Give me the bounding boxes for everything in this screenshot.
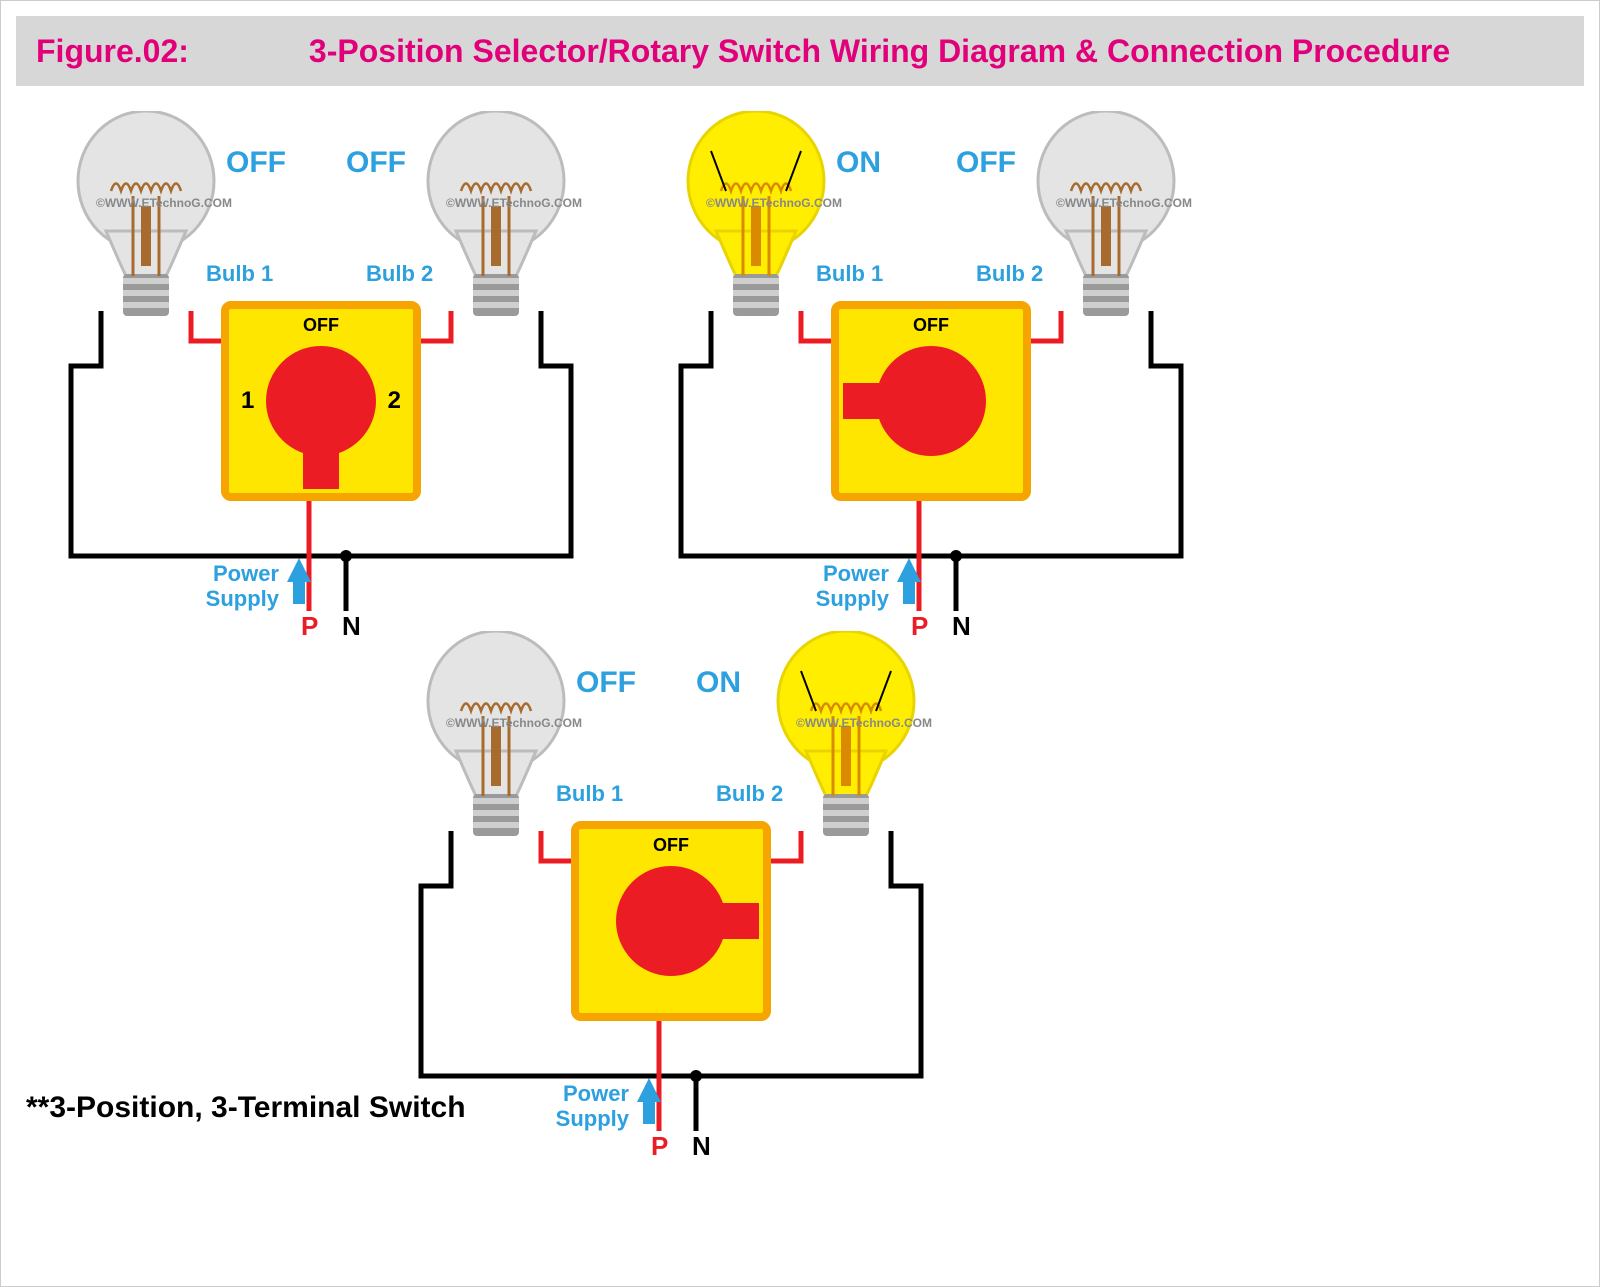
- footer-note: **3-Position, 3-Terminal Switch: [26, 1091, 466, 1125]
- bulb-icon: [1031, 111, 1181, 321]
- bulb-2: [1031, 111, 1181, 326]
- bulb-2: [421, 111, 571, 326]
- switch-pos1-label: 1: [241, 387, 254, 415]
- wiring-diagram-pos1: OFF 1 ON OFF Bulb 1 Bulb 2 ©WWW.ETechnoG…: [661, 111, 1201, 631]
- bulb1-state-label: ON: [836, 146, 881, 180]
- bulb1-state-label: OFF: [576, 666, 636, 700]
- bulb1-name-label: Bulb 1: [816, 261, 883, 287]
- bulb2-state-label: ON: [696, 666, 741, 700]
- bulb-1: [421, 631, 571, 846]
- phase-label: P: [301, 611, 318, 642]
- neutral-junction: [340, 550, 352, 562]
- neutral-label: N: [692, 1131, 711, 1162]
- phase-label: P: [651, 1131, 668, 1162]
- switch-handle: [649, 903, 759, 939]
- rotary-switch: OFF 1 2: [221, 301, 421, 501]
- watermark: ©WWW.ETechnoG.COM: [446, 716, 582, 730]
- watermark: ©WWW.ETechnoG.COM: [796, 716, 932, 730]
- switch-off-label: OFF: [913, 315, 949, 336]
- bulb1-name-label: Bulb 1: [206, 261, 273, 287]
- arrow-stem: [903, 580, 915, 604]
- switch-handle: [303, 379, 339, 489]
- figure-label: Figure.02:: [36, 33, 189, 70]
- watermark: ©WWW.ETechnoG.COM: [446, 196, 582, 210]
- bulb2-name-label: Bulb 2: [716, 781, 783, 807]
- neutral-label: N: [952, 611, 971, 642]
- bulb2-name-label: Bulb 2: [976, 261, 1043, 287]
- arrow-up-icon: [637, 1078, 661, 1102]
- bulb-icon: [71, 111, 221, 321]
- arrow-stem: [293, 580, 305, 604]
- arrow-up-icon: [287, 558, 311, 582]
- wiring-diagram-pos2: OFF 2 OFF ON Bulb 1 Bulb 2 ©WWW.ETechnoG…: [401, 631, 941, 1151]
- bulb-icon: [771, 631, 921, 841]
- watermark: ©WWW.ETechnoG.COM: [706, 196, 842, 210]
- watermark: ©WWW.ETechnoG.COM: [1056, 196, 1192, 210]
- neutral-junction: [950, 550, 962, 562]
- bulb-icon: [681, 111, 831, 321]
- arrow-stem: [643, 1100, 655, 1124]
- bulb-icon: [421, 111, 571, 321]
- arrow-up-icon: [897, 558, 921, 582]
- bulb-1: [681, 111, 831, 326]
- neutral-label: N: [342, 611, 361, 642]
- watermark: ©WWW.ETechnoG.COM: [96, 196, 232, 210]
- bulb-2: [771, 631, 921, 846]
- figure-title: 3-Position Selector/Rotary Switch Wiring…: [309, 33, 1450, 70]
- bulb2-state-label: OFF: [956, 146, 1016, 180]
- rotary-switch: OFF 1: [831, 301, 1031, 501]
- rotary-switch: OFF 2: [571, 821, 771, 1021]
- switch-handle: [843, 383, 953, 419]
- bulb1-state-label: OFF: [226, 146, 286, 180]
- title-bar: Figure.02: 3-Position Selector/Rotary Sw…: [16, 16, 1584, 86]
- switch-pos2-label: 2: [388, 387, 401, 415]
- power-supply-label: PowerSupply: [549, 1081, 629, 1132]
- neutral-junction: [690, 1070, 702, 1082]
- bulb2-state-label: OFF: [346, 146, 406, 180]
- switch-off-label: OFF: [303, 315, 339, 336]
- power-supply-label: PowerSupply: [199, 561, 279, 612]
- bulb-icon: [421, 631, 571, 841]
- switch-off-label: OFF: [653, 835, 689, 856]
- bulb2-name-label: Bulb 2: [366, 261, 433, 287]
- bulb-1: [71, 111, 221, 326]
- power-supply-label: PowerSupply: [809, 561, 889, 612]
- bulb1-name-label: Bulb 1: [556, 781, 623, 807]
- wiring-diagram-off: OFF 1 2 OFF OFF Bulb 1 Bulb 2 ©WWW.ETech…: [51, 111, 591, 631]
- diagram-canvas: Figure.02: 3-Position Selector/Rotary Sw…: [0, 0, 1600, 1287]
